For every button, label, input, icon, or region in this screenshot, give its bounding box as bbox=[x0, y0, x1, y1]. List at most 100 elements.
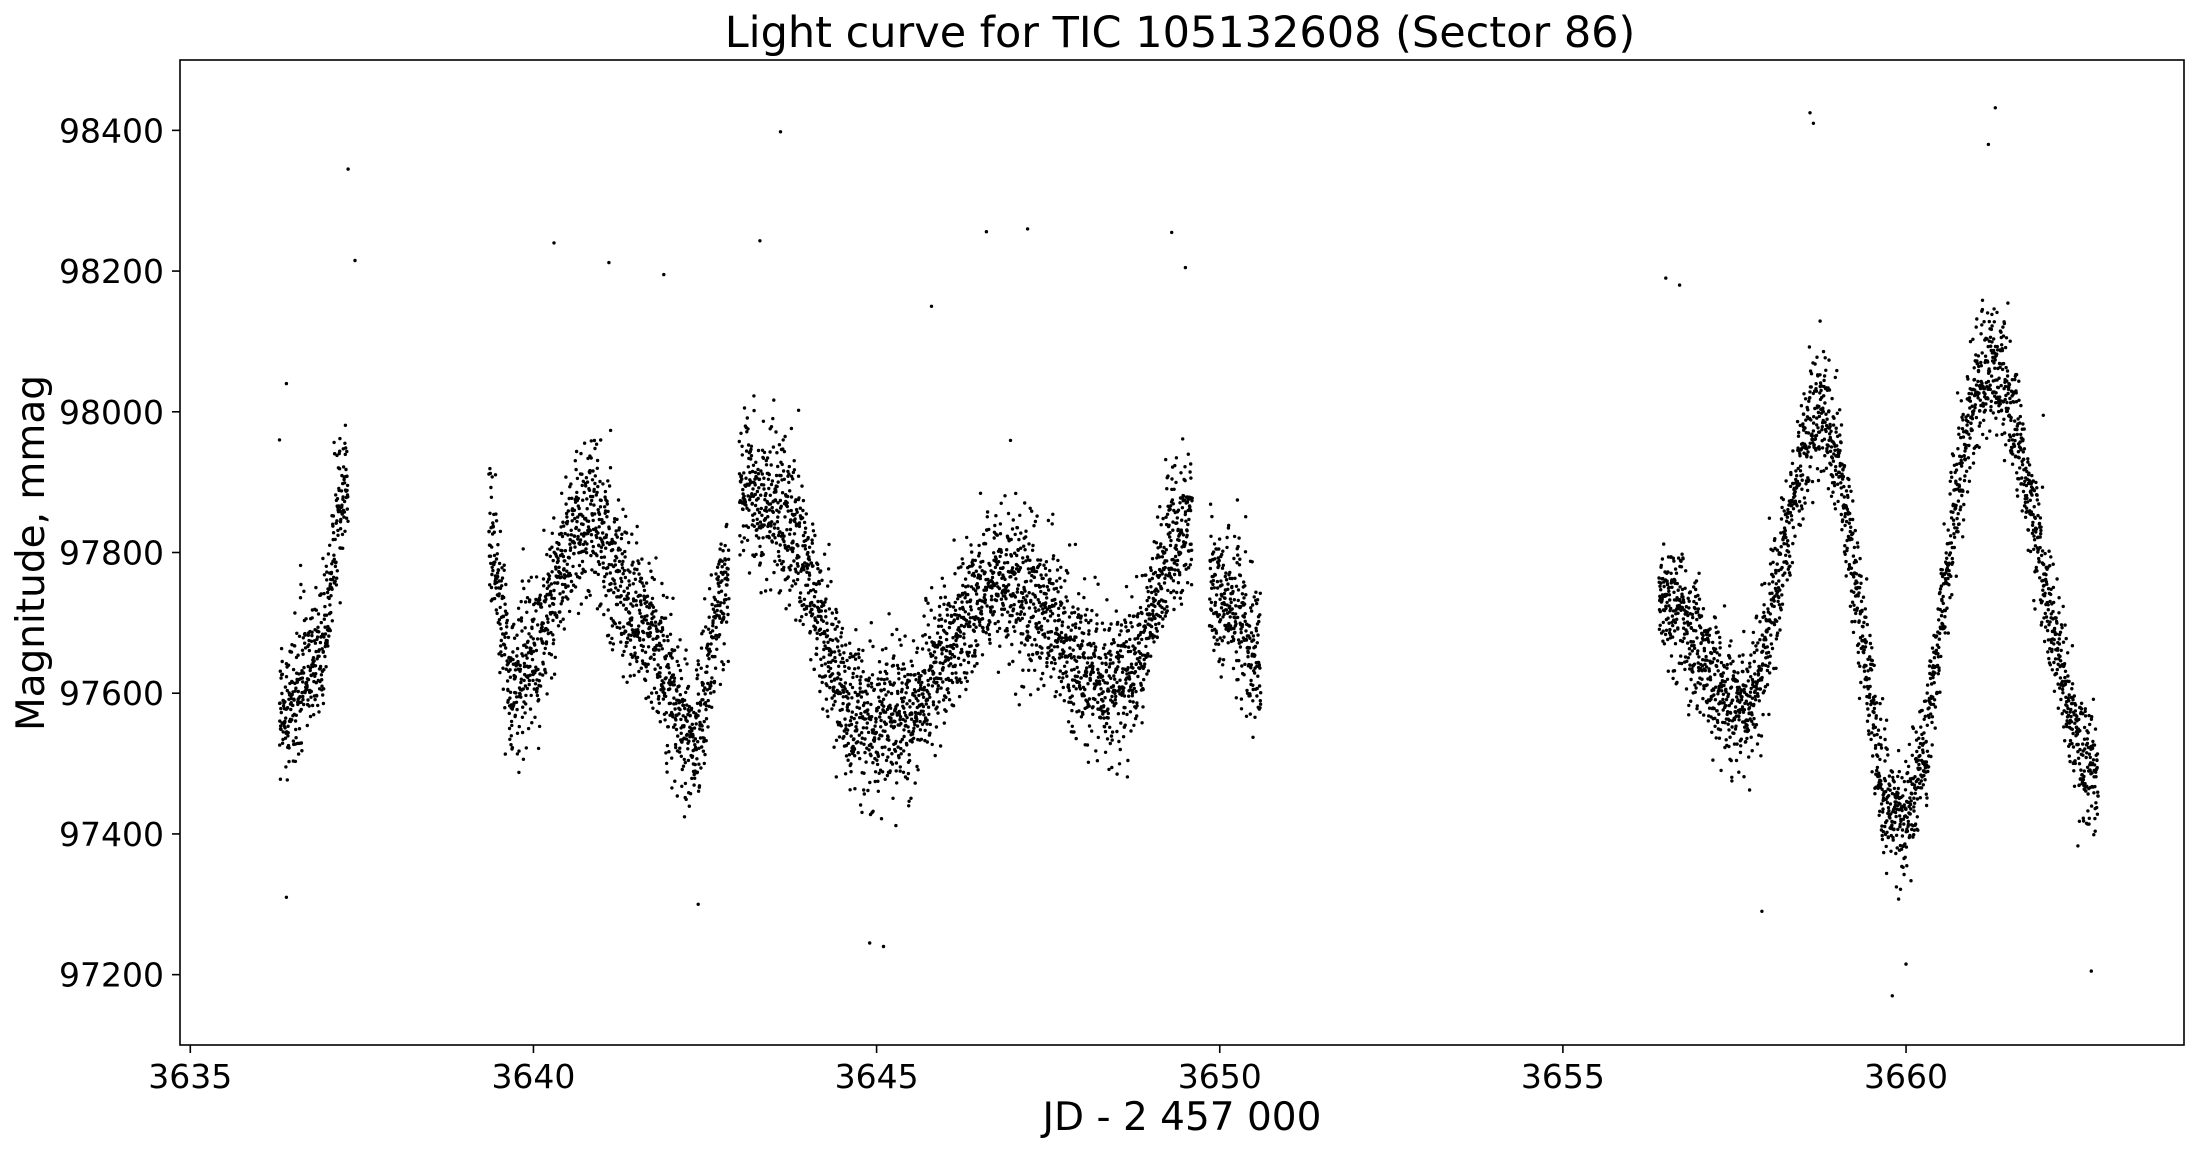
data-point bbox=[1012, 603, 1016, 607]
data-point bbox=[1049, 609, 1053, 613]
data-point bbox=[606, 566, 610, 570]
data-point bbox=[998, 532, 1003, 536]
data-point bbox=[650, 691, 654, 695]
data-point bbox=[545, 628, 550, 632]
data-point bbox=[1089, 644, 1093, 648]
data-point bbox=[1019, 531, 1023, 535]
data-point bbox=[561, 554, 566, 559]
data-point bbox=[925, 718, 929, 722]
data-point bbox=[321, 556, 325, 561]
data-point bbox=[891, 712, 895, 716]
data-point bbox=[1220, 552, 1224, 557]
data-point bbox=[1109, 653, 1113, 657]
data-point bbox=[786, 469, 790, 474]
data-point bbox=[650, 596, 655, 601]
data-point bbox=[1170, 567, 1174, 571]
data-point bbox=[938, 744, 943, 748]
data-point bbox=[1115, 729, 1119, 734]
data-point bbox=[1037, 620, 1041, 625]
data-point bbox=[939, 640, 943, 645]
data-point bbox=[646, 662, 650, 666]
data-point bbox=[727, 597, 731, 601]
data-point bbox=[928, 722, 932, 727]
data-point bbox=[346, 495, 350, 499]
data-point bbox=[643, 678, 648, 683]
data-point bbox=[631, 560, 635, 564]
data-point bbox=[1225, 545, 1229, 550]
data-point bbox=[1236, 553, 1240, 557]
data-point bbox=[324, 564, 328, 568]
data-point bbox=[1172, 607, 1176, 612]
data-point bbox=[690, 776, 694, 781]
data-point bbox=[1696, 593, 1700, 598]
data-point bbox=[895, 781, 899, 785]
data-point bbox=[1116, 620, 1120, 625]
data-point bbox=[522, 586, 526, 591]
data-point bbox=[803, 544, 807, 548]
data-point bbox=[517, 770, 521, 775]
data-point bbox=[758, 544, 762, 549]
data-point bbox=[955, 613, 959, 617]
data-point bbox=[673, 707, 677, 711]
data-point bbox=[759, 591, 763, 595]
data-point bbox=[1186, 452, 1191, 456]
data-point bbox=[845, 658, 849, 663]
data-point bbox=[1058, 693, 1062, 697]
data-point bbox=[497, 618, 502, 622]
data-point bbox=[831, 658, 835, 663]
data-point bbox=[504, 646, 508, 650]
data-point bbox=[599, 549, 603, 554]
data-point bbox=[811, 529, 816, 533]
data-point bbox=[314, 672, 318, 676]
data-point bbox=[1127, 677, 1132, 681]
data-point bbox=[640, 648, 645, 653]
data-point bbox=[663, 718, 667, 722]
data-point bbox=[1006, 610, 1010, 614]
data-point bbox=[801, 533, 806, 538]
data-point bbox=[1186, 566, 1191, 570]
data-point bbox=[1254, 590, 1258, 594]
data-point bbox=[856, 751, 860, 755]
data-point bbox=[1097, 693, 1101, 697]
data-point bbox=[632, 571, 636, 575]
data-point bbox=[1258, 706, 1262, 710]
data-point bbox=[918, 728, 923, 732]
data-point bbox=[860, 810, 864, 815]
data-point bbox=[829, 650, 834, 655]
data-point bbox=[1100, 661, 1104, 665]
data-point bbox=[1249, 663, 1254, 667]
data-point bbox=[1678, 597, 1682, 602]
data-point bbox=[1249, 631, 1254, 635]
data-point bbox=[628, 674, 632, 678]
data-point bbox=[1659, 588, 1663, 592]
data-point bbox=[321, 693, 325, 697]
data-point bbox=[1164, 548, 1169, 552]
data-point bbox=[865, 701, 870, 705]
data-point bbox=[1087, 724, 1092, 728]
data-point bbox=[552, 638, 556, 642]
data-point bbox=[843, 687, 847, 691]
data-point bbox=[1661, 576, 1665, 581]
data-point bbox=[649, 655, 653, 659]
data-point bbox=[1101, 646, 1106, 650]
data-point bbox=[570, 519, 574, 523]
data-point bbox=[637, 572, 641, 576]
data-point bbox=[814, 652, 819, 657]
data-point bbox=[1010, 613, 1014, 618]
data-point bbox=[1036, 598, 1040, 602]
data-point bbox=[609, 616, 613, 621]
data-point bbox=[676, 734, 680, 738]
data-point bbox=[819, 615, 823, 619]
data-point bbox=[858, 756, 862, 761]
data-point bbox=[777, 443, 782, 447]
data-point bbox=[1103, 652, 1108, 657]
data-point bbox=[995, 533, 999, 537]
data-point bbox=[562, 567, 566, 571]
data-point bbox=[929, 608, 933, 612]
data-point bbox=[945, 607, 949, 612]
data-point bbox=[919, 737, 924, 741]
data-point bbox=[512, 622, 516, 626]
data-point bbox=[1210, 514, 1214, 519]
data-point bbox=[947, 601, 951, 606]
data-point bbox=[1250, 603, 1255, 607]
